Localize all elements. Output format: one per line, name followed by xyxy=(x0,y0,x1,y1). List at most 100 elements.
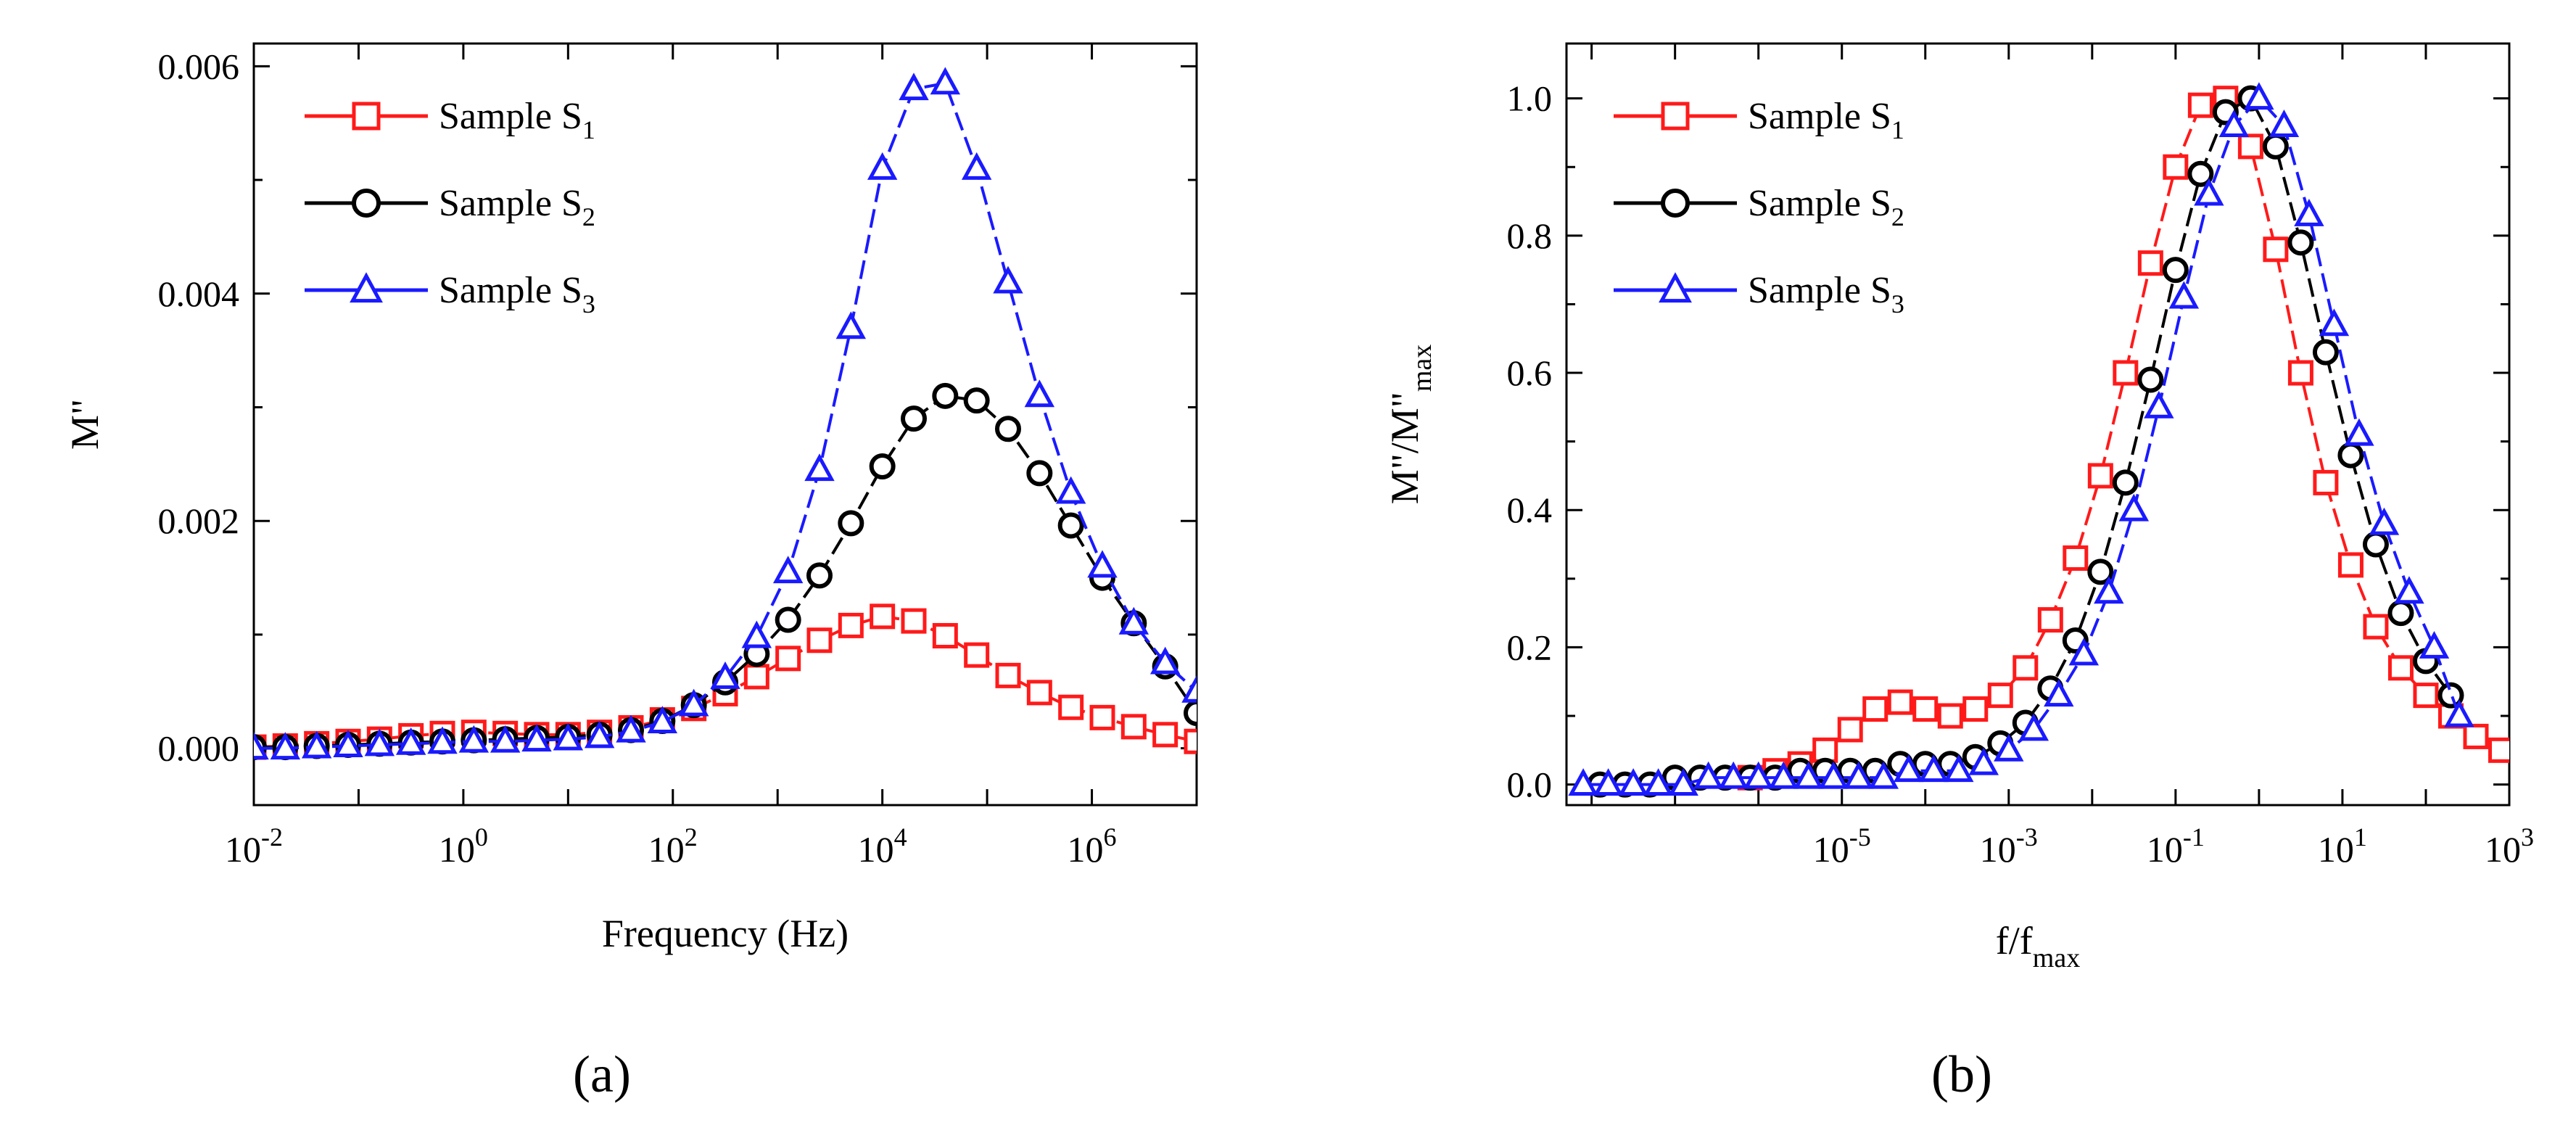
data-point xyxy=(995,662,1021,688)
data-point xyxy=(458,725,490,753)
series-circle xyxy=(1587,85,2464,798)
data-point xyxy=(1568,768,1598,796)
data-point xyxy=(2187,92,2213,118)
legend-label: Sample S2 xyxy=(1748,183,1904,231)
data-point xyxy=(2294,199,2324,226)
x-tick-label: 100 xyxy=(439,823,488,870)
data-point xyxy=(899,73,929,101)
data-point xyxy=(1918,754,1949,783)
x-axis-title: Frequency (Hz) xyxy=(602,912,849,955)
data-point xyxy=(901,608,927,634)
panel-label: (a) xyxy=(573,1045,631,1103)
data-point xyxy=(2337,552,2364,578)
data-point xyxy=(301,730,332,759)
legend-marker xyxy=(350,272,383,303)
data-point xyxy=(2118,493,2150,522)
data-point xyxy=(1994,733,2024,762)
x-tick-label: 10-3 xyxy=(1980,823,2038,870)
data-point xyxy=(1818,761,1849,789)
data-point xyxy=(804,453,835,482)
data-point xyxy=(2419,630,2450,659)
plot-frame xyxy=(252,42,1198,807)
data-point xyxy=(2012,655,2039,681)
legend-item: Sample S3 xyxy=(305,270,595,318)
data-point xyxy=(490,725,521,753)
data-point xyxy=(901,405,927,432)
data-point xyxy=(932,382,959,409)
data-point xyxy=(2187,160,2214,187)
legend-item: Sample S2 xyxy=(305,183,595,231)
data-point xyxy=(2319,308,2350,337)
data-point xyxy=(2113,360,2139,386)
data-point xyxy=(254,732,269,760)
y-tick-label: 0.4 xyxy=(1507,490,1553,530)
legend-marker xyxy=(1659,272,1692,303)
y-tick-label: 0.002 xyxy=(158,500,240,541)
data-point xyxy=(647,706,678,734)
data-point xyxy=(2437,682,2464,709)
data-point xyxy=(1026,460,1053,487)
data-point xyxy=(2218,110,2250,137)
data-point xyxy=(2087,463,2113,489)
legend: Sample S1 Sample S2 Sample S3 xyxy=(305,96,595,318)
data-point xyxy=(2344,418,2374,446)
data-point xyxy=(553,722,584,751)
data-point xyxy=(2044,679,2074,707)
data-point xyxy=(333,730,363,757)
data-point xyxy=(1837,717,1863,743)
data-point xyxy=(1058,694,1084,720)
data-point xyxy=(2287,229,2314,256)
data-point xyxy=(521,724,552,752)
data-point xyxy=(1968,747,1999,775)
legend-label: Sample S1 xyxy=(1748,96,1904,144)
data-point xyxy=(964,642,990,668)
series-triangle xyxy=(254,67,1197,760)
data-point xyxy=(867,152,898,180)
data-point xyxy=(2237,133,2263,160)
data-point xyxy=(1181,675,1197,703)
data-point xyxy=(2137,366,2164,393)
data-point xyxy=(1055,476,1086,504)
data-point xyxy=(2337,442,2364,469)
data-point xyxy=(2387,655,2414,681)
data-point xyxy=(2463,723,2489,749)
data-point xyxy=(1593,768,1624,796)
legend-item: Sample S3 xyxy=(1614,270,1904,318)
data-point xyxy=(1844,761,1874,789)
data-point xyxy=(1987,683,2013,709)
data-point xyxy=(2068,638,2100,666)
legend-label: Sample S3 xyxy=(439,270,595,318)
legend-item: Sample S1 xyxy=(1614,96,1904,144)
data-point xyxy=(2363,614,2389,640)
data-point xyxy=(2369,507,2400,535)
data-point xyxy=(995,416,1021,442)
data-point xyxy=(2144,390,2174,419)
data-point xyxy=(2263,236,2289,263)
data-point xyxy=(2312,339,2339,366)
data-point xyxy=(1937,703,1963,729)
y-axis-title: M"/M"max xyxy=(1383,345,1437,505)
data-point xyxy=(1887,689,1913,715)
data-point xyxy=(1184,728,1197,754)
legend-marker xyxy=(352,102,381,131)
data-point xyxy=(1120,714,1147,740)
data-point xyxy=(2262,133,2289,160)
data-point xyxy=(1693,761,1724,789)
data-point xyxy=(993,265,1023,294)
data-point xyxy=(806,562,833,589)
data-point xyxy=(1862,696,1888,722)
data-point xyxy=(584,720,615,749)
legend: Sample S1 Sample S2 Sample S3 xyxy=(1614,96,1904,318)
data-point xyxy=(961,152,992,180)
data-point xyxy=(1087,550,1118,578)
data-point xyxy=(1743,761,1774,789)
legend-label: Sample S1 xyxy=(439,96,595,144)
data-point xyxy=(1668,768,1698,796)
data-point xyxy=(2362,531,2389,558)
data-point xyxy=(364,728,395,757)
data-point xyxy=(2063,545,2089,571)
legend-marker xyxy=(1661,189,1690,218)
data-point xyxy=(2394,576,2424,604)
plot-frame xyxy=(1565,42,2511,807)
